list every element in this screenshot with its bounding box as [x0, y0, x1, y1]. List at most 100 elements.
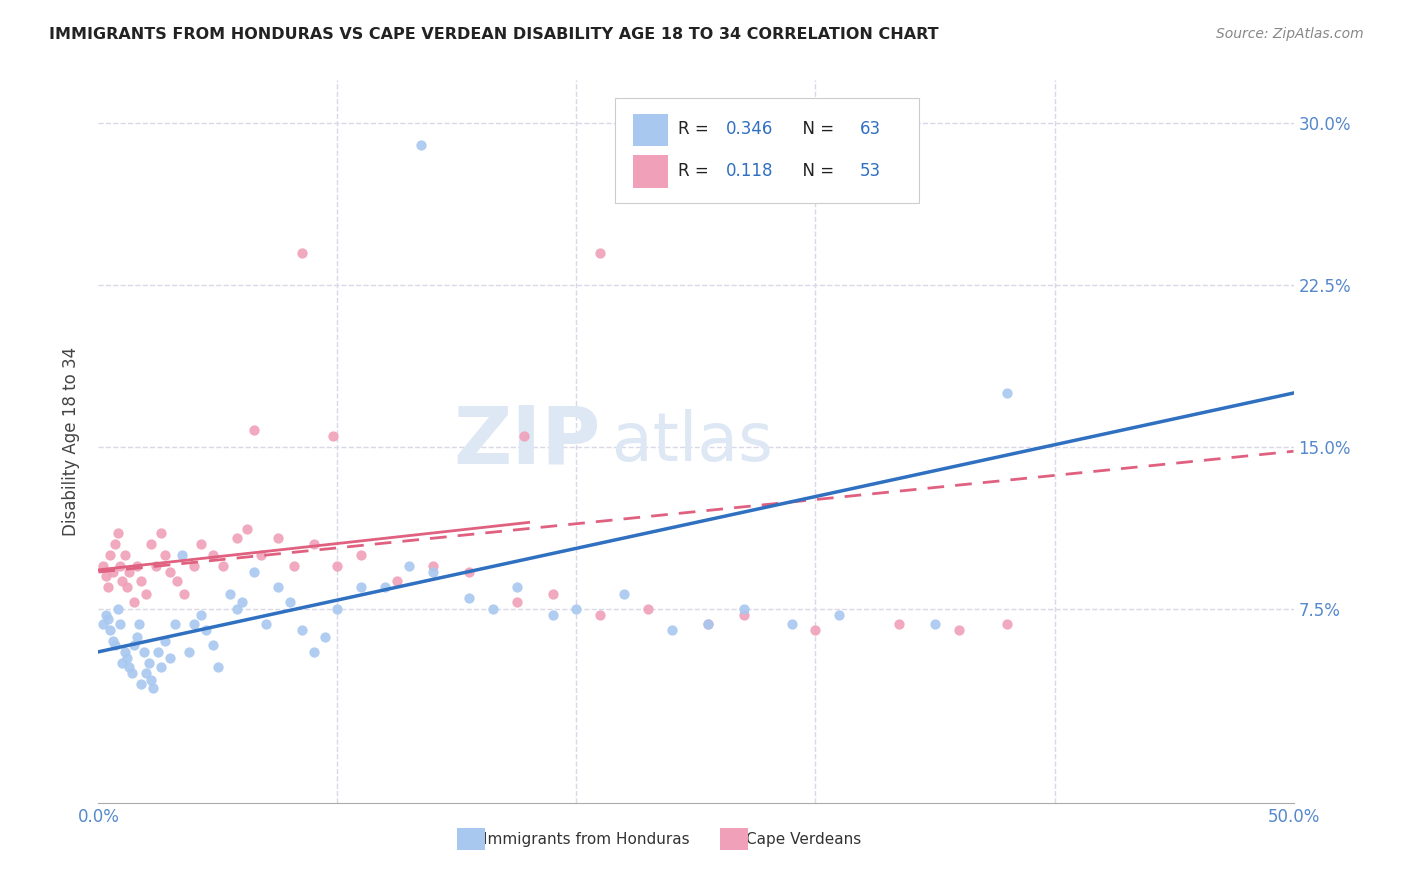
Point [243, 565, 266, 579]
Point [267, 531, 290, 545]
Point [108, 616, 131, 631]
Point [159, 651, 181, 665]
Point [541, 586, 564, 600]
Point [254, 616, 277, 631]
Point [163, 616, 186, 631]
Text: ZIP: ZIP [453, 402, 600, 481]
Point [131, 574, 153, 588]
Point [458, 591, 481, 605]
Point [139, 673, 162, 687]
Point [131, 677, 153, 691]
Point [385, 574, 409, 588]
Point [250, 548, 273, 562]
Point [91, 616, 114, 631]
Point [97, 612, 120, 626]
Point [733, 608, 755, 623]
Point [589, 245, 612, 260]
Point [132, 645, 155, 659]
Point [202, 638, 225, 652]
Point [139, 537, 162, 551]
Point [278, 595, 301, 609]
Point [219, 586, 242, 600]
Point [513, 429, 536, 443]
Point [589, 608, 612, 623]
Point [315, 630, 337, 644]
Point [226, 601, 249, 615]
Point [107, 601, 129, 615]
Point [995, 386, 1018, 401]
Point [148, 645, 170, 659]
Y-axis label: Disability Age 18 to 34: Disability Age 18 to 34 [62, 347, 80, 536]
Point [637, 601, 659, 615]
Text: Source: ZipAtlas.com: Source: ZipAtlas.com [1216, 27, 1364, 41]
Point [207, 660, 229, 674]
Text: R =: R = [678, 120, 714, 137]
Text: Cape Verdeans: Cape Verdeans [747, 832, 862, 847]
Point [613, 586, 636, 600]
Point [733, 601, 755, 615]
Point [138, 656, 160, 670]
Point [350, 580, 373, 594]
Point [291, 624, 314, 638]
Bar [633, 113, 668, 146]
Point [326, 601, 349, 615]
Point [226, 531, 249, 545]
Point [118, 565, 141, 579]
Point [411, 138, 433, 153]
Point [697, 616, 720, 631]
Point [111, 574, 134, 588]
Point [115, 651, 138, 665]
Point [661, 624, 683, 638]
Point [115, 580, 138, 594]
Point [124, 638, 146, 652]
Text: IMMIGRANTS FROM HONDURAS VS CAPE VERDEAN DISABILITY AGE 18 TO 34 CORRELATION CHA: IMMIGRANTS FROM HONDURAS VS CAPE VERDEAN… [49, 27, 939, 42]
FancyBboxPatch shape [614, 98, 920, 203]
Point [179, 645, 201, 659]
Point [91, 558, 114, 573]
Point [195, 624, 218, 638]
Text: N =: N = [792, 120, 839, 137]
Text: Immigrants from Honduras: Immigrants from Honduras [484, 832, 690, 847]
Point [190, 608, 212, 623]
Point [243, 423, 266, 437]
Point [142, 681, 165, 696]
Point [101, 634, 124, 648]
Point [565, 601, 588, 615]
Point [172, 548, 194, 562]
Point [231, 595, 253, 609]
Point [104, 638, 127, 652]
Point [111, 656, 134, 670]
Point [145, 558, 167, 573]
Text: 63: 63 [859, 120, 880, 137]
Text: R =: R = [678, 161, 720, 179]
Point [125, 558, 148, 573]
Point [302, 537, 325, 551]
Text: atlas: atlas [613, 409, 773, 475]
Point [211, 558, 233, 573]
Text: 0.118: 0.118 [725, 161, 773, 179]
Point [124, 595, 146, 609]
Point [202, 548, 225, 562]
Point [121, 666, 143, 681]
Point [104, 537, 127, 551]
Point [107, 526, 129, 541]
Point [135, 586, 157, 600]
Point [780, 616, 803, 631]
Point [924, 616, 946, 631]
Point [183, 558, 205, 573]
Point [948, 624, 970, 638]
Text: 53: 53 [859, 161, 880, 179]
Point [326, 558, 349, 573]
Point [155, 634, 177, 648]
Point [94, 608, 117, 623]
Text: N =: N = [792, 161, 839, 179]
Point [135, 666, 157, 681]
Point [283, 558, 305, 573]
Point [291, 245, 314, 260]
Point [506, 580, 529, 594]
Point [183, 616, 205, 631]
Point [481, 601, 505, 615]
Point [541, 608, 564, 623]
Bar [633, 155, 668, 188]
Point [506, 595, 529, 609]
